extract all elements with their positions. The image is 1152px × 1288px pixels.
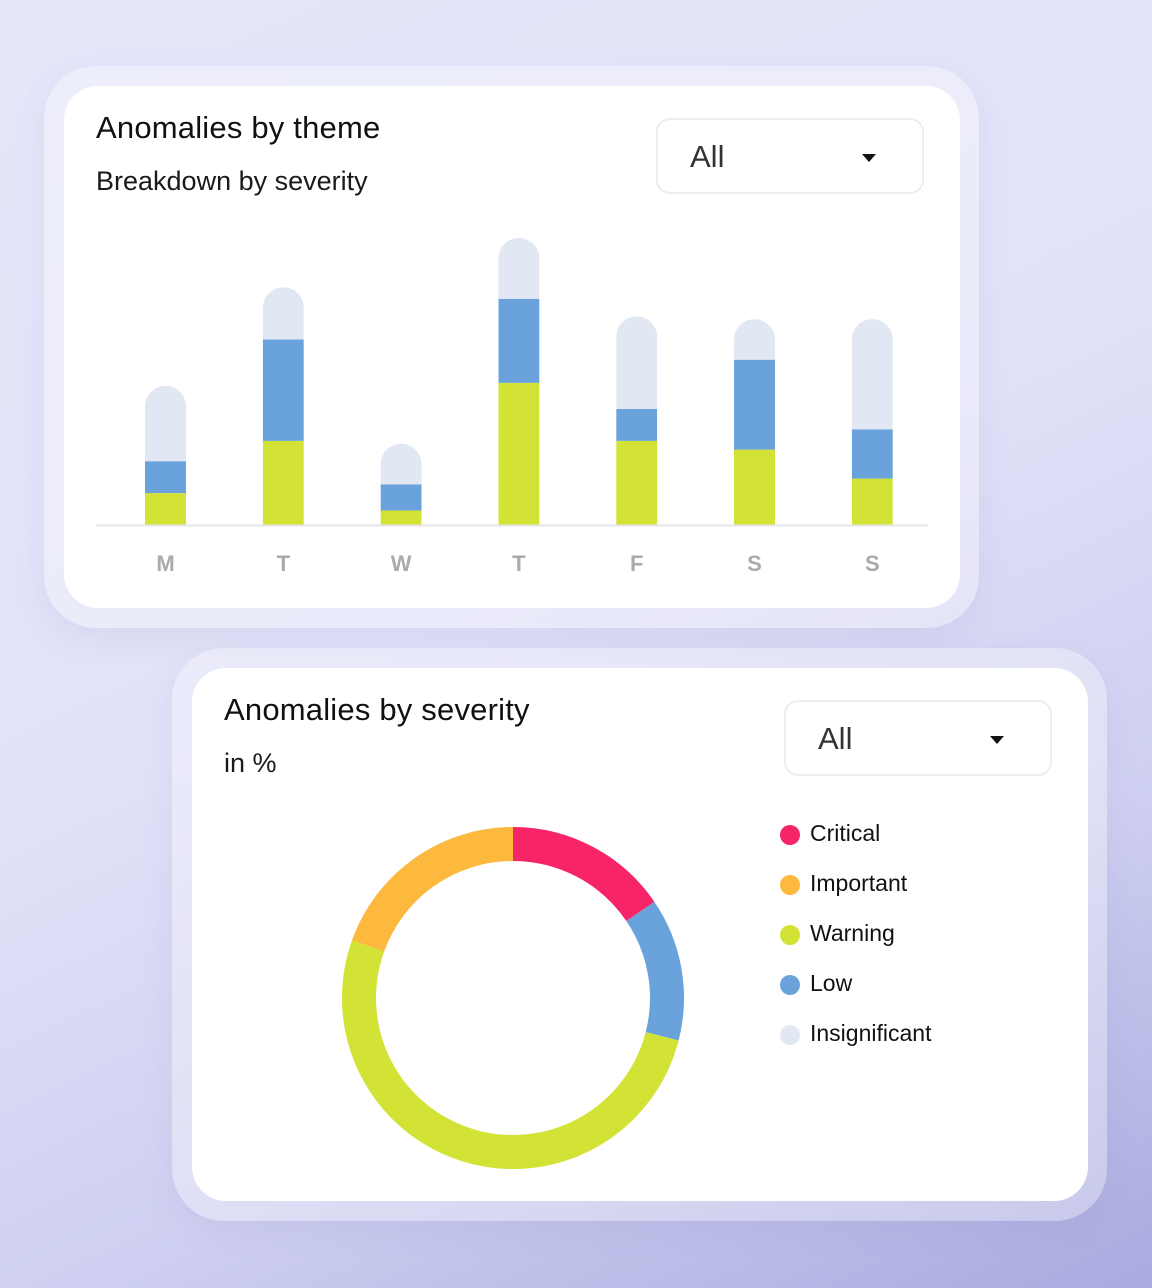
legend-swatch (780, 875, 800, 895)
legend-label: Critical (810, 820, 881, 846)
bar-segment-low (851, 429, 893, 479)
bar-segment-low (380, 484, 422, 511)
severity-filter-value: All (818, 721, 853, 756)
bar-stack (616, 316, 658, 525)
bar-segment-insignificant (616, 316, 658, 409)
bar-segment-low (616, 409, 658, 441)
x-tick-label: S (865, 551, 880, 576)
bar-segment-warning (851, 478, 893, 525)
bar-stack (734, 319, 775, 525)
bar-segment-insignificant (145, 385, 186, 462)
bar-segment-low (262, 339, 304, 441)
donut-slice-warning (342, 940, 679, 1169)
bar-segment-low (498, 298, 540, 383)
bar-segment-insignificant (851, 319, 893, 430)
donut-slice-critical (512, 827, 655, 922)
bar-segment-insignificant (262, 287, 304, 340)
x-tick-label: M (156, 551, 174, 576)
bar-segment-insignificant (380, 443, 422, 485)
theme-filter-value: All (690, 139, 725, 174)
legend-label: Low (810, 970, 853, 996)
caret-down-icon (862, 154, 876, 162)
legend-swatch (780, 975, 800, 995)
bar-stack (851, 319, 893, 525)
x-tick-label: W (391, 551, 412, 576)
bar-stack (145, 385, 186, 525)
x-tick-label: T (512, 551, 526, 576)
severity-filter-dropdown[interactable]: All (784, 700, 1052, 776)
bar-stack (498, 237, 540, 525)
theme-filter-dropdown[interactable]: All (656, 118, 924, 194)
bar-segment-warning (616, 440, 658, 525)
legend-label: Warning (810, 920, 895, 946)
bar-segment-warning (498, 382, 540, 525)
severity-card: Anomalies by severity in % All Critical I… (192, 668, 1088, 1201)
bar-segment-warning (262, 440, 304, 525)
x-tick-label: T (277, 551, 291, 576)
legend-swatch (780, 825, 800, 845)
legend-swatch (780, 925, 800, 945)
bar-segment-insignificant (498, 237, 540, 299)
bar-segment-insignificant (734, 319, 775, 360)
legend-label: Insignificant (810, 1020, 932, 1046)
legend-label: Important (810, 870, 908, 896)
donut-slice-low (626, 901, 684, 1041)
bar-segment-warning (380, 510, 422, 525)
bar-segment-low (734, 359, 775, 450)
bar-segment-low (145, 461, 186, 494)
donut-chart (342, 827, 684, 1169)
severity-card-title: Anomalies by severity (224, 692, 530, 727)
x-tick-label: F (630, 551, 643, 576)
caret-down-icon (990, 736, 1004, 744)
legend-swatch (780, 1025, 800, 1045)
theme-card-title: Anomalies by theme (96, 110, 381, 145)
x-tick-label: S (747, 551, 762, 576)
theme-card: Anomalies by theme Breakdown by severity… (64, 86, 960, 608)
bar-stack (262, 287, 304, 525)
bar-segment-warning (145, 493, 186, 525)
bar-segment-warning (734, 449, 775, 525)
severity-card-subtitle: in % (224, 748, 277, 778)
donut-slice-important (352, 827, 514, 952)
theme-card-subtitle: Breakdown by severity (96, 166, 368, 196)
bar-stack (380, 443, 422, 525)
